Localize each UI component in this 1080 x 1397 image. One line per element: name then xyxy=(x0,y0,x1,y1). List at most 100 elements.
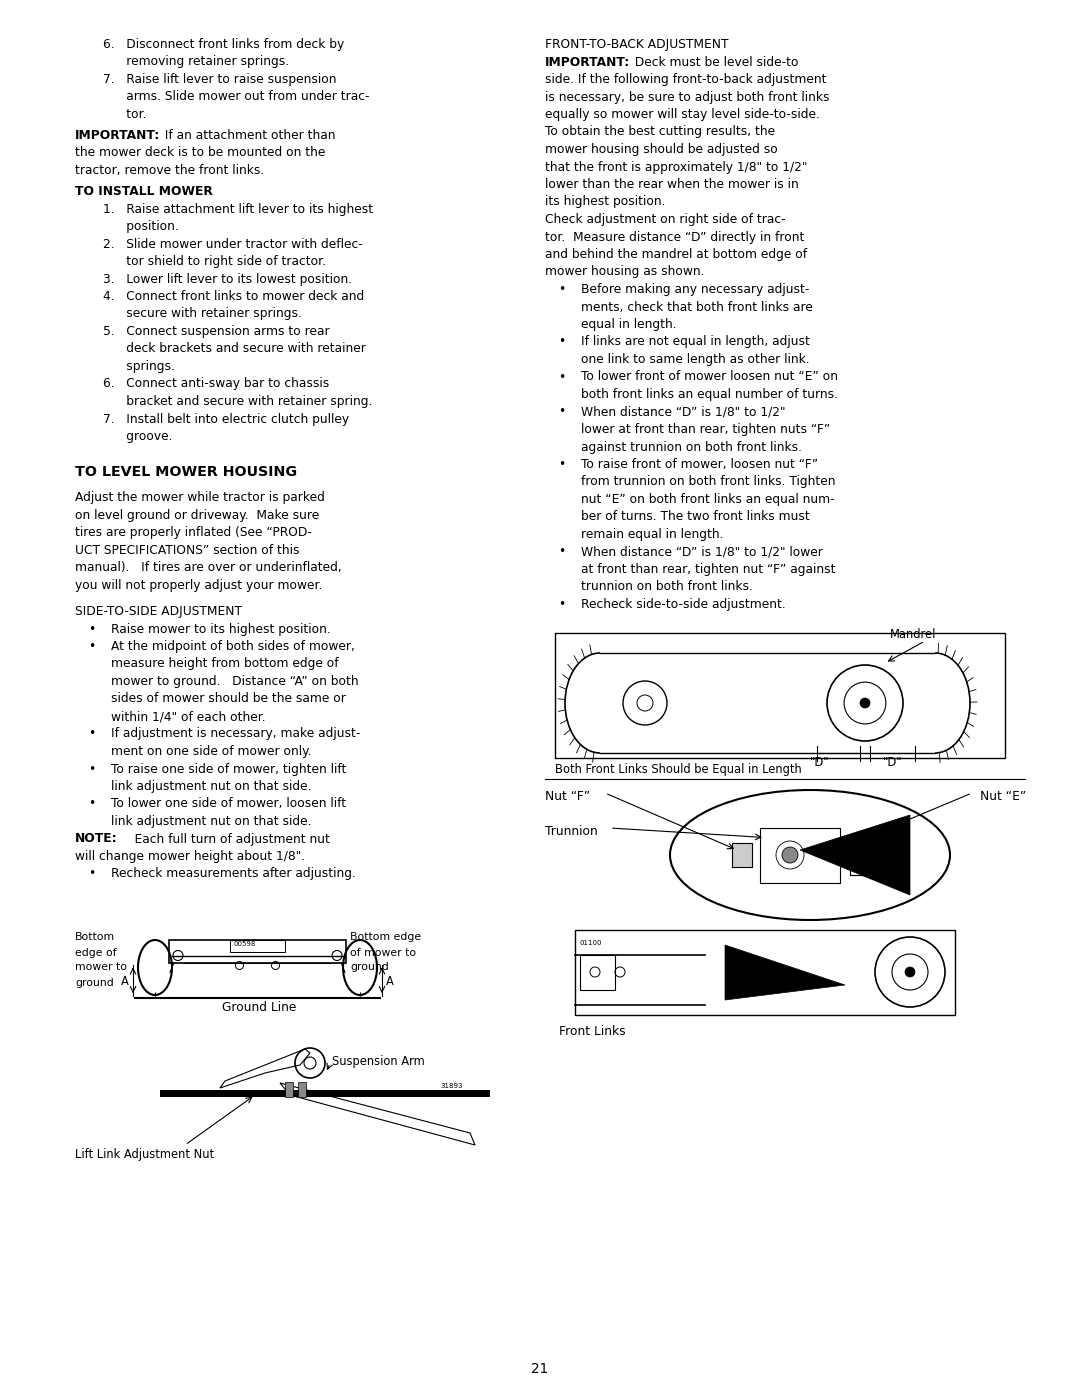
Text: •: • xyxy=(87,868,95,880)
Text: Before making any necessary adjust-: Before making any necessary adjust- xyxy=(581,284,809,296)
Text: •: • xyxy=(558,284,565,296)
Text: edge of: edge of xyxy=(75,947,117,957)
Text: FRONT-TO-BACK ADJUSTMENT: FRONT-TO-BACK ADJUSTMENT xyxy=(545,38,729,52)
Text: will change mower height about 1/8".: will change mower height about 1/8". xyxy=(75,849,306,863)
Text: you will not properly adjust your mower.: you will not properly adjust your mower. xyxy=(75,578,322,592)
Text: mower housing as shown.: mower housing as shown. xyxy=(545,265,704,278)
Text: 6.   Connect anti-sway bar to chassis: 6. Connect anti-sway bar to chassis xyxy=(103,377,329,391)
Text: UCT SPECIFICATIONS” section of this: UCT SPECIFICATIONS” section of this xyxy=(75,543,299,557)
Text: Raise mower to its highest position.: Raise mower to its highest position. xyxy=(111,623,330,636)
Bar xyxy=(230,940,285,951)
Text: •: • xyxy=(558,545,565,559)
Polygon shape xyxy=(220,1049,310,1088)
Circle shape xyxy=(782,847,798,863)
Text: If an attachment other than: If an attachment other than xyxy=(157,129,336,142)
Text: •: • xyxy=(558,598,565,610)
Text: ber of turns. The two front links must: ber of turns. The two front links must xyxy=(581,510,810,524)
Text: link adjustment nut on that side.: link adjustment nut on that side. xyxy=(111,780,311,793)
Text: 31893: 31893 xyxy=(440,1083,462,1090)
Polygon shape xyxy=(280,1083,475,1146)
Text: tor shield to right side of tractor.: tor shield to right side of tractor. xyxy=(103,256,326,268)
Text: At the midpoint of both sides of mower,: At the midpoint of both sides of mower, xyxy=(111,640,355,652)
Text: Both Front Links Should be Equal in Length: Both Front Links Should be Equal in Leng… xyxy=(555,763,801,775)
Text: removing retainer springs.: removing retainer springs. xyxy=(103,56,289,68)
Text: from trunnion on both front links. Tighten: from trunnion on both front links. Tight… xyxy=(581,475,836,489)
Text: ments, check that both front links are: ments, check that both front links are xyxy=(581,300,813,313)
Text: IMPORTANT:: IMPORTANT: xyxy=(545,56,631,68)
Text: that the front is approximately 1/8" to 1/2": that the front is approximately 1/8" to … xyxy=(545,161,808,173)
Text: NOTE:: NOTE: xyxy=(75,833,118,845)
Text: 6.   Disconnect front links from deck by: 6. Disconnect front links from deck by xyxy=(103,38,345,52)
Text: 3.   Lower lift lever to its lowest position.: 3. Lower lift lever to its lowest positi… xyxy=(103,272,352,285)
Text: mower housing should be adjusted so: mower housing should be adjusted so xyxy=(545,142,778,156)
Bar xyxy=(555,633,1005,759)
Text: its highest position.: its highest position. xyxy=(545,196,665,208)
Bar xyxy=(298,1083,306,1097)
Bar xyxy=(160,1090,490,1097)
Text: SIDE-TO-SIDE ADJUSTMENT: SIDE-TO-SIDE ADJUSTMENT xyxy=(75,605,242,617)
Text: deck brackets and secure with retainer: deck brackets and secure with retainer xyxy=(103,342,366,355)
Text: remain equal in length.: remain equal in length. xyxy=(581,528,724,541)
Text: the mower deck is to be mounted on the: the mower deck is to be mounted on the xyxy=(75,147,325,159)
Text: tor.: tor. xyxy=(103,108,147,122)
Text: Deck must be level side-to: Deck must be level side-to xyxy=(627,56,798,68)
Text: springs.: springs. xyxy=(103,360,175,373)
Text: equal in length.: equal in length. xyxy=(581,319,677,331)
Text: Nut “E”: Nut “E” xyxy=(980,789,1026,803)
Text: 7.   Install belt into electric clutch pulley: 7. Install belt into electric clutch pul… xyxy=(103,412,349,426)
Circle shape xyxy=(905,967,915,977)
Text: manual).   If tires are over or underinflated,: manual). If tires are over or underinfla… xyxy=(75,562,341,574)
Text: groove.: groove. xyxy=(103,430,173,443)
Text: bracket and secure with retainer spring.: bracket and secure with retainer spring. xyxy=(103,395,373,408)
Text: A: A xyxy=(386,975,394,988)
Text: Bottom edge: Bottom edge xyxy=(350,933,421,943)
Text: both front links an equal number of turns.: both front links an equal number of turn… xyxy=(581,388,838,401)
Text: When distance “D” is 1/8" to 1/2" lower: When distance “D” is 1/8" to 1/2" lower xyxy=(581,545,823,559)
Text: Check adjustment on right side of trac-: Check adjustment on right side of trac- xyxy=(545,212,785,226)
Text: Recheck side-to-side adjustment.: Recheck side-to-side adjustment. xyxy=(581,598,786,610)
Text: mower to: mower to xyxy=(75,963,127,972)
Text: Ground Line: Ground Line xyxy=(222,1002,297,1014)
Text: When distance “D” is 1/8" to 1/2": When distance “D” is 1/8" to 1/2" xyxy=(581,405,785,419)
Text: sides of mower should be the same or: sides of mower should be the same or xyxy=(111,693,346,705)
Text: arms. Slide mower out from under trac-: arms. Slide mower out from under trac- xyxy=(103,91,369,103)
Text: is necessary, be sure to adjust both front links: is necessary, be sure to adjust both fro… xyxy=(545,91,829,103)
Text: To lower one side of mower, loosen lift: To lower one side of mower, loosen lift xyxy=(111,798,346,810)
Text: on level ground or driveway.  Make sure: on level ground or driveway. Make sure xyxy=(75,509,320,521)
Text: one link to same length as other link.: one link to same length as other link. xyxy=(581,353,810,366)
Text: Lift Link Adjustment Nut: Lift Link Adjustment Nut xyxy=(75,1148,214,1161)
Text: Front Links: Front Links xyxy=(559,1025,625,1038)
Text: of mower to: of mower to xyxy=(350,947,416,957)
Text: 4.   Connect front links to mower deck and: 4. Connect front links to mower deck and xyxy=(103,291,364,303)
Text: side. If the following front-to-back adjustment: side. If the following front-to-back adj… xyxy=(545,73,826,87)
Bar xyxy=(732,842,752,868)
Text: IMPORTANT:: IMPORTANT: xyxy=(75,129,160,142)
Text: mower to ground.   Distance “A” on both: mower to ground. Distance “A” on both xyxy=(111,675,359,687)
Bar xyxy=(580,956,615,990)
Text: "D": "D" xyxy=(883,756,903,768)
Text: 1.   Raise attachment lift lever to its highest: 1. Raise attachment lift lever to its hi… xyxy=(103,203,373,215)
Text: 21: 21 xyxy=(531,1362,549,1376)
Text: within 1/4" of each other.: within 1/4" of each other. xyxy=(111,710,266,724)
Text: If adjustment is necessary, make adjust-: If adjustment is necessary, make adjust- xyxy=(111,728,361,740)
Text: lower than the rear when the mower is in: lower than the rear when the mower is in xyxy=(545,177,799,191)
Text: •: • xyxy=(558,335,565,348)
Text: •: • xyxy=(87,640,95,652)
Text: ground: ground xyxy=(350,963,389,972)
Text: Adjust the mower while tractor is parked: Adjust the mower while tractor is parked xyxy=(75,492,325,504)
Text: 00598: 00598 xyxy=(233,940,255,947)
Bar xyxy=(850,835,868,875)
Text: TO INSTALL MOWER: TO INSTALL MOWER xyxy=(75,184,213,198)
Text: measure height from bottom edge of: measure height from bottom edge of xyxy=(111,658,339,671)
Text: position.: position. xyxy=(103,219,179,233)
Text: tor.  Measure distance “D” directly in front: tor. Measure distance “D” directly in fr… xyxy=(545,231,805,243)
Text: Recheck measurements after adjusting.: Recheck measurements after adjusting. xyxy=(111,868,356,880)
Bar xyxy=(760,827,840,883)
Text: 2.   Slide mower under tractor with deflec-: 2. Slide mower under tractor with deflec… xyxy=(103,237,363,250)
Text: ment on one side of mower only.: ment on one side of mower only. xyxy=(111,745,311,759)
Text: trunnion on both front links.: trunnion on both front links. xyxy=(581,581,753,594)
Text: •: • xyxy=(558,370,565,384)
Text: Suspension Arm: Suspension Arm xyxy=(332,1055,424,1067)
Text: A: A xyxy=(121,975,129,988)
Text: Mandrel: Mandrel xyxy=(890,629,936,641)
